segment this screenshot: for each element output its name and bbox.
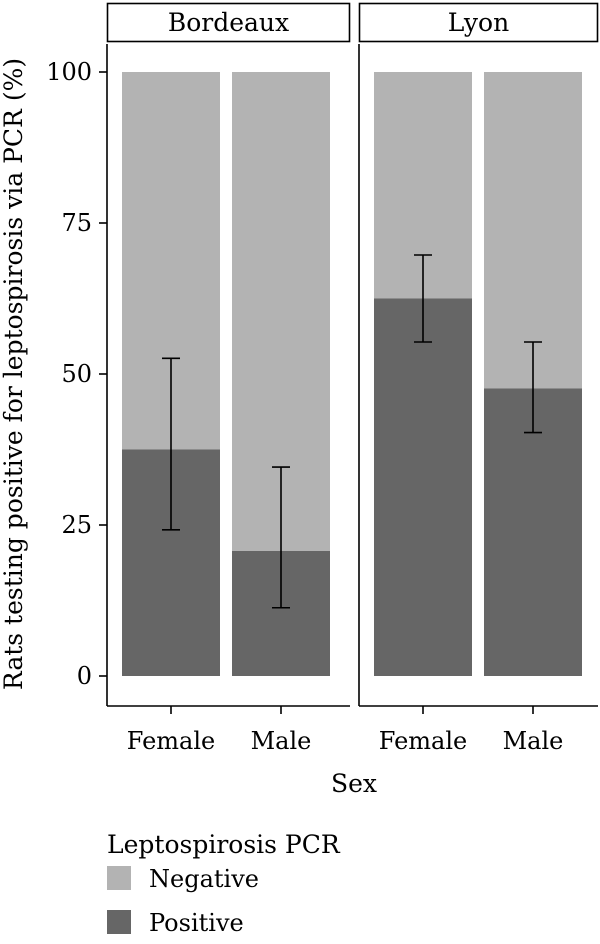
legend: Leptospirosis PCR Negative Positive [107,830,341,937]
x-axis-title: Sex [331,769,377,798]
errorbar-bordeaux-male [272,466,290,609]
facet-strip-lyon [358,2,599,43]
errorbar-lyon-male [524,341,542,434]
bar-lyon-male-negative [484,72,582,389]
bars-layer [122,72,582,676]
legend-label-positive: Positive [149,909,244,937]
errorbars-layer [162,254,542,609]
y-axis-title: Rats testing positive for leptospirosis … [0,58,28,690]
facet-label-lyon: Lyon [448,8,509,37]
y-tick-label: 25 [61,511,92,539]
errorbar-bordeaux-female [162,357,180,531]
bar-lyon-male-positive [484,388,582,676]
axes-layer: Female Male Female Male 0 25 50 75 100 [46,44,598,755]
facet-label-bordeaux: Bordeaux [168,8,289,37]
y-tick-label: 50 [61,360,92,388]
x-tick-label: Female [379,727,468,755]
legend-entries: Negative Positive [107,865,259,937]
legend-title: Leptospirosis PCR [107,830,341,859]
y-tick-label: 100 [46,58,92,86]
y-tick-label: 0 [77,662,92,690]
legend-swatch-positive [107,910,131,934]
facet-strip-bordeaux [106,2,351,43]
errorbar-lyon-female [414,254,432,343]
x-tick-label: Female [127,727,216,755]
legend-swatch-negative [107,866,131,890]
bar-lyon-female-positive [374,298,472,676]
x-tick-label: Male [251,727,312,755]
x-tick-label: Male [503,727,564,755]
legend-label-negative: Negative [149,865,259,893]
y-tick-label: 75 [61,209,92,237]
facet-strips: Bordeaux Lyon [106,2,599,43]
